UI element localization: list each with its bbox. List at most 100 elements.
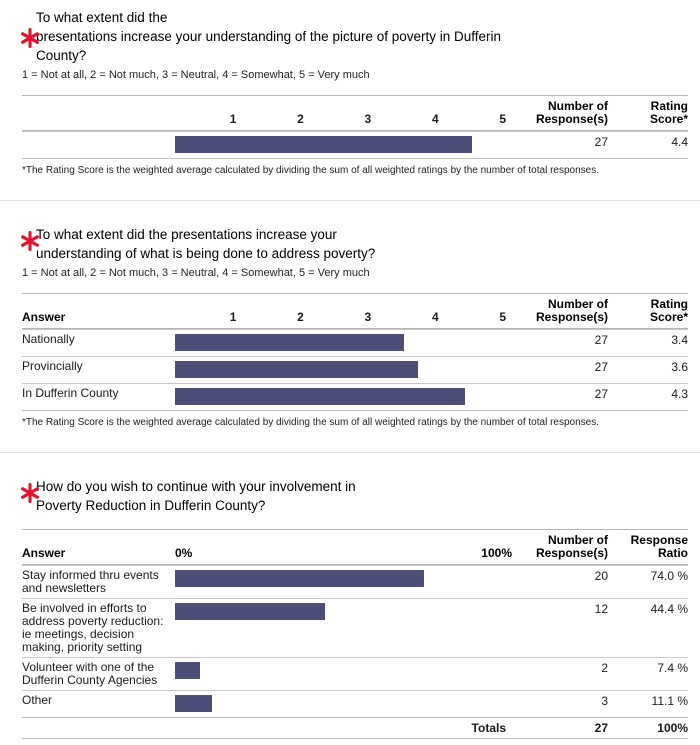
question-3: How do you wish to continue with your in…	[20, 477, 688, 739]
question-title-line: To what extent did the	[36, 10, 168, 25]
answer-label: Volunteer with one of the Dufferin Count…	[22, 660, 158, 687]
totals-row: Totals 27 100%	[22, 717, 688, 738]
rating-footnote: *The Rating Score is the weighted averag…	[22, 165, 599, 176]
responses-column-header: Number of Response(s)	[535, 99, 608, 126]
question-2-title-wrap: To what extent did the presentations inc…	[21, 225, 688, 263]
rating-column-header: Rating Score*	[649, 99, 688, 126]
rating-bar	[175, 388, 465, 405]
bar-cell	[175, 602, 512, 622]
rating-bar	[175, 334, 405, 351]
question-title-line: presentations increase your understandin…	[36, 29, 502, 44]
bar-cell	[175, 333, 512, 353]
scale-ticks: 1 2 3 4 5	[175, 112, 512, 126]
table-row: Provincially 27 3.6	[22, 356, 688, 383]
rating-bar	[175, 361, 418, 378]
bar-cell	[175, 387, 512, 407]
rating-score: 3.6	[671, 360, 688, 374]
table-row: Volunteer with one of the Dufferin Count…	[22, 657, 688, 690]
scale-note: 1 = Not at all, 2 = Not much, 3 = Neutra…	[22, 267, 370, 279]
bar-cell	[175, 661, 512, 681]
responses-column-header: Number of Response(s)	[535, 533, 608, 560]
rating-score: 3.4	[671, 333, 688, 347]
rating-column-header: Rating Score*	[649, 297, 688, 324]
ratio-bar	[175, 662, 200, 679]
response-ratio: 44.4 %	[650, 602, 688, 616]
percent-ticks: 0% 100%	[175, 547, 512, 560]
ratio-bar	[175, 695, 213, 712]
response-count: 3	[601, 694, 608, 708]
response-ratio: 7.4 %	[657, 661, 688, 675]
totals-response-count: 27	[594, 721, 608, 735]
question-title: How do you wish to continue with your in…	[36, 477, 688, 515]
rating-table: 1 2 3 4 5 Number of Response(s) Rating S…	[22, 95, 688, 159]
response-count: 27	[594, 333, 608, 347]
response-count: 27	[594, 387, 608, 401]
response-count: 20	[594, 569, 608, 583]
response-count: 27	[594, 360, 608, 374]
rating-footnote: *The Rating Score is the weighted averag…	[22, 417, 599, 428]
percent-0-label: 0%	[175, 546, 193, 560]
response-count: 12	[594, 602, 608, 616]
table-row: 27 4.4	[22, 131, 688, 158]
rating-score: 4.4	[671, 135, 688, 149]
scale-tick: 5	[499, 112, 507, 126]
ratio-column-header: Response Ratio	[630, 533, 688, 560]
question-1: To what extent did the presentations inc…	[20, 8, 688, 176]
scale-note: 1 = Not at all, 2 = Not much, 3 = Neutra…	[22, 69, 370, 81]
required-asterisk-icon	[20, 482, 40, 506]
question-title-line: How do you wish to continue with your in…	[36, 479, 356, 494]
question-title: To what extent did the presentations inc…	[36, 8, 688, 65]
scale-tick: 2	[297, 310, 304, 324]
question-title-line: County?	[36, 48, 87, 63]
answer-label: Provincially	[22, 359, 83, 373]
bar-cell	[175, 135, 512, 155]
bar-cell	[175, 569, 512, 589]
scale-tick: 4	[431, 310, 439, 324]
scale-tick: 5	[499, 310, 507, 324]
rating-table: Answer 1 2 3 4 5 Number of Response(s) R…	[22, 293, 688, 411]
question-3-title-wrap: How do you wish to continue with your in…	[20, 477, 688, 515]
table-row: Stay informed thru events and newsletter…	[22, 565, 688, 598]
rating-bar	[175, 136, 472, 153]
scale-tick: 1	[229, 310, 237, 324]
answer-label: Stay informed thru events and newsletter…	[22, 568, 159, 595]
percent-100-label: 100%	[481, 546, 512, 560]
response-ratio: 74.0 %	[650, 569, 688, 583]
question-title: To what extent did the presentations inc…	[36, 225, 688, 263]
scale-tick: 2	[297, 112, 304, 126]
scale-tick: 4	[431, 112, 439, 126]
response-count: 27	[594, 135, 608, 149]
scale-tick: 3	[364, 112, 372, 126]
ratio-table: Answer 0% 100% Number of Response(s) Res…	[22, 529, 688, 739]
required-asterisk-icon	[20, 27, 40, 51]
section-divider	[0, 200, 700, 201]
ratio-bar	[175, 570, 425, 587]
table-header-row: Answer 1 2 3 4 5 Number of Response(s) R…	[22, 293, 688, 329]
question-title-line: understanding of what is being done to a…	[36, 246, 376, 261]
scale-ticks: 1 2 3 4 5	[175, 310, 512, 324]
answer-label: Be involved in efforts to address povert…	[22, 601, 164, 654]
responses-column-header: Number of Response(s)	[535, 297, 608, 324]
scale-tick: 1	[229, 112, 237, 126]
answer-column-header: Answer	[22, 546, 66, 560]
question-title-line: Poverty Reduction in Dufferin County?	[36, 498, 266, 513]
answer-label: In Dufferin County	[22, 386, 119, 400]
answer-label: Other	[22, 693, 53, 707]
answer-label: Nationally	[22, 332, 75, 346]
question-1-title-wrap: To what extent did the presentations inc…	[20, 8, 688, 65]
totals-label: Totals	[471, 721, 506, 735]
answer-column-header: Answer	[22, 310, 66, 324]
ratio-bar	[175, 603, 325, 620]
response-count: 2	[601, 661, 608, 675]
table-row: Other 3 11.1 %	[22, 690, 688, 717]
totals-ratio: 100%	[657, 721, 688, 735]
table-row: Nationally 27 3.4	[22, 329, 688, 356]
question-title-line: To what extent did the presentations inc…	[36, 227, 337, 242]
table-header-row: Answer 0% 100% Number of Response(s) Res…	[22, 529, 688, 565]
table-header-row: 1 2 3 4 5 Number of Response(s) Rating S…	[22, 95, 688, 131]
section-divider	[0, 452, 700, 453]
bar-cell	[175, 694, 512, 714]
scale-tick: 3	[364, 310, 372, 324]
table-row: Be involved in efforts to address povert…	[22, 598, 688, 657]
